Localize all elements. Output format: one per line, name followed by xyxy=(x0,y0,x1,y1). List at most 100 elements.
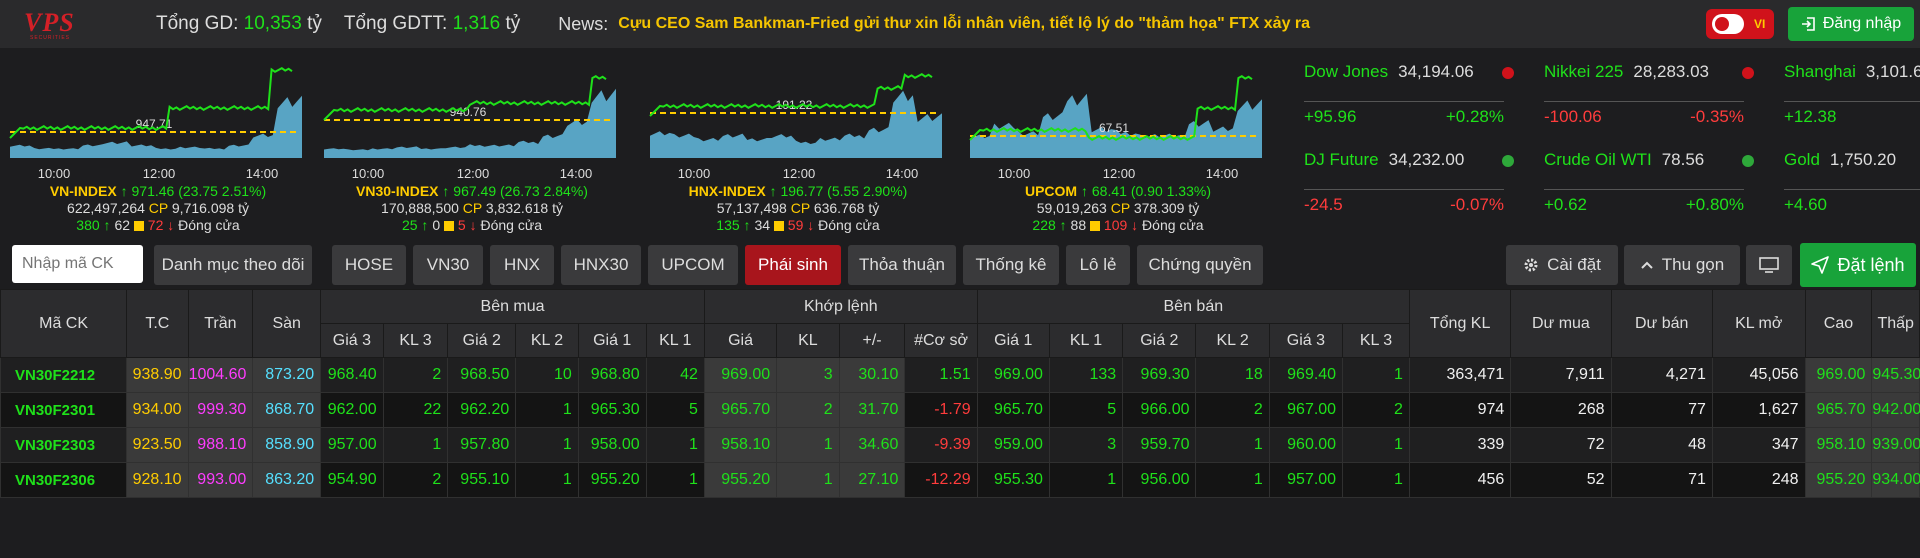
cell-sym[interactable]: VN30F2301 xyxy=(0,392,128,428)
cell-bk1: 1 xyxy=(645,462,705,498)
cell-sym[interactable]: VN30F2306 xyxy=(0,462,128,498)
tab-hnx[interactable]: HNX xyxy=(490,245,554,285)
tab-upcom[interactable]: UPCOM xyxy=(648,245,738,285)
symbol-search-input[interactable] xyxy=(12,245,143,283)
index-cp-label: CP xyxy=(462,200,482,216)
advancers-count: 135 ↑ xyxy=(716,217,751,233)
table-row[interactable]: VN30F2306 928.10 993.00 863.20 954.90 2 955.10… xyxy=(0,462,1920,498)
world-index-change: -24.5 xyxy=(1304,195,1343,214)
cell-sk2: 1 xyxy=(1195,462,1270,498)
col-header-bid-remaining[interactable]: Dư mua xyxy=(1510,289,1612,358)
tab-statistics[interactable]: Thống kê xyxy=(963,245,1059,285)
cell-sk2: 18 xyxy=(1195,357,1270,393)
tab-derivatives[interactable]: Phái sinh xyxy=(745,245,841,285)
world-index-nikkei[interactable]: Nikkei 225 28,283.03 -100.06 -0.35% xyxy=(1536,52,1754,140)
unchanged-square-icon xyxy=(1090,221,1101,231)
world-index-dow-jones[interactable]: Dow Jones 34,194.06 +95.96 +0.28% xyxy=(1296,52,1514,140)
time-tick-label: 14:00 xyxy=(246,166,279,181)
unchanged-count: 34 xyxy=(754,217,771,233)
world-index-pct: -0.35% xyxy=(1690,107,1744,126)
index-card-vnindex[interactable]: 947.71 10:00 12:00 14:00 VN-INDEX ↑ 971.46 … xyxy=(4,52,312,237)
tab-hnx30[interactable]: HNX30 xyxy=(561,245,641,285)
col-header-ask-vol-2: KL 2 xyxy=(1195,323,1270,358)
language-label: VI xyxy=(1754,17,1766,31)
table-row[interactable]: VN30F2301 934.00 999.30 868.70 962.00 22 962.2… xyxy=(0,392,1920,428)
cell-bg2: 968.50 xyxy=(447,357,517,393)
top-bar: VPS SECURITIES Tổng GD: 10,353 tỷ Tổng G… xyxy=(0,0,1920,48)
market-status: Đóng cửa xyxy=(178,217,240,233)
col-header-high[interactable]: Cao xyxy=(1804,289,1873,358)
cell-db: 71 xyxy=(1610,462,1713,498)
time-tick-label: 14:00 xyxy=(1206,166,1239,181)
col-header-bid-price-3: Giá 3 xyxy=(320,323,384,358)
cell-bk1: 42 xyxy=(645,357,705,393)
login-button[interactable]: Đăng nhập xyxy=(1788,7,1914,41)
cell-sk3: 2 xyxy=(1342,392,1410,428)
price-line xyxy=(323,75,607,121)
volume-area xyxy=(324,88,616,158)
col-header-symbol[interactable]: Mã CK xyxy=(0,289,128,358)
col-header-floor[interactable]: Sàn xyxy=(252,289,322,358)
table-row[interactable]: VN30F2303 923.50 988.10 858.90 957.00 1 957.80… xyxy=(0,427,1920,463)
index-cp-label: CP xyxy=(1110,200,1130,216)
time-tick-label: 10:00 xyxy=(998,166,1031,181)
cell-bg2: 962.20 xyxy=(447,392,517,428)
time-tick-label: 12:00 xyxy=(783,166,816,181)
monitor-icon xyxy=(1759,257,1779,273)
cell-mg: 965.70 xyxy=(703,392,778,428)
index-card-upcom[interactable]: 67.51 10:00 12:00 14:00 UPCOM ↑ 68.41 (0.90… xyxy=(964,52,1272,237)
cell-sym[interactable]: VN30F2303 xyxy=(0,427,128,463)
col-header-open-interest[interactable]: KL mở xyxy=(1711,289,1806,358)
world-index-shanghai[interactable]: Shanghai 3,101.6 +12.38 xyxy=(1776,52,1920,140)
vps-logo[interactable]: VPS SECURITIES xyxy=(22,6,104,42)
tab-odd-lot[interactable]: Lô lẻ xyxy=(1066,245,1130,285)
world-index-gold[interactable]: Gold 1,750.20 +4.60 xyxy=(1776,140,1920,228)
gear-icon xyxy=(1524,258,1538,272)
cell-thap: 942.00 xyxy=(1871,392,1920,428)
price-line xyxy=(649,73,933,117)
news-ticker-link[interactable]: Cựu CEO Sam Bankman-Fried gửi thư xin lỗ… xyxy=(618,15,1311,32)
col-header-low[interactable]: Thấp xyxy=(1871,289,1920,358)
time-tick-label: 14:00 xyxy=(560,166,593,181)
cell-sym[interactable]: VN30F2212 xyxy=(0,357,128,393)
world-index-change: +0.62 xyxy=(1544,195,1588,214)
place-order-button[interactable]: Đặt lệnh xyxy=(1800,243,1916,287)
col-header-ceiling[interactable]: Trần xyxy=(187,289,254,358)
tab-hose[interactable]: HOSE xyxy=(332,245,406,285)
cell-dm: 268 xyxy=(1510,392,1612,428)
world-index-dj-future[interactable]: DJ Future 34,232.00 -24.5 -0.07% xyxy=(1296,140,1514,228)
language-toggle[interactable]: VI xyxy=(1706,9,1774,39)
col-header-ask-remaining[interactable]: Dư bán xyxy=(1610,289,1713,358)
divider xyxy=(1544,101,1744,102)
index-card-vn30[interactable]: 940.76 10:00 12:00 14:00 VN30-INDEX ↑ 967.4… xyxy=(318,52,626,237)
cell-sg1: 959.00 xyxy=(976,427,1050,463)
index-change: (26.73 2.84%) xyxy=(500,183,588,199)
collapse-button[interactable]: Thu gọn xyxy=(1624,245,1740,285)
tab-watchlist[interactable]: Danh mục theo dõi xyxy=(154,245,312,285)
tab-warrants[interactable]: Chứng quyền xyxy=(1137,245,1263,285)
tab-negotiated[interactable]: Thỏa thuận xyxy=(848,245,956,285)
index-chart-upcom: 67.51 10:00 12:00 14:00 xyxy=(969,75,1262,181)
cell-sg3: 969.40 xyxy=(1268,357,1344,393)
tab-vn30[interactable]: VN30 xyxy=(413,245,483,285)
divider xyxy=(1544,189,1744,190)
market-toolbar: Danh mục theo dõi HOSE VN30 HNX HNX30 UP… xyxy=(0,243,1920,287)
cell-tc: 938.90 xyxy=(126,357,189,393)
cell-san: 863.20 xyxy=(252,462,322,498)
cell-sk1: 5 xyxy=(1048,392,1124,428)
cell-sg1: 965.70 xyxy=(976,392,1050,428)
total-trading-value: Tổng GD: 10,353 tỷ xyxy=(156,13,322,35)
index-card-hnx[interactable]: 191.22 10:00 12:00 14:00 HNX-INDEX ↑ 196.77… xyxy=(644,52,952,237)
index-volume: 622,497,264 xyxy=(67,200,145,216)
settings-button[interactable]: Cài đặt xyxy=(1506,245,1618,285)
world-index-name: Gold xyxy=(1784,150,1820,169)
display-mode-button[interactable] xyxy=(1746,245,1792,285)
col-header-total-volume[interactable]: Tổng KL xyxy=(1408,289,1512,358)
time-tick-label: 12:00 xyxy=(143,166,176,181)
col-header-ref[interactable]: T.C xyxy=(126,289,189,358)
cell-cao: 955.20 xyxy=(1804,462,1873,498)
world-index-crude-oil[interactable]: Crude Oil WTI 78.56 +0.62 +0.80% xyxy=(1536,140,1754,228)
table-row[interactable]: VN30F2212 938.90 1004.60 873.20 968.40 2 968.5… xyxy=(0,357,1920,393)
world-index-name: DJ Future xyxy=(1304,150,1379,169)
